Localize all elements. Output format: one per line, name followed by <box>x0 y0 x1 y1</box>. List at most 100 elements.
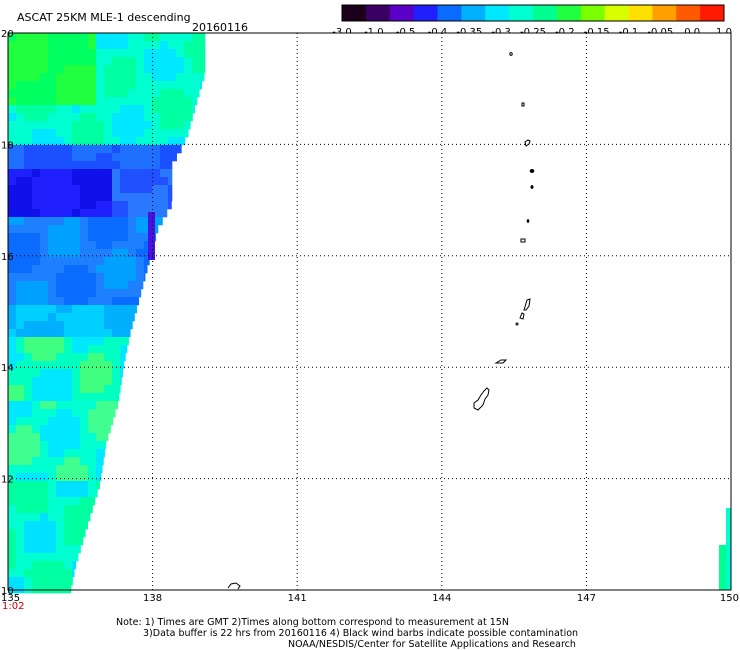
swath-cell <box>104 97 113 106</box>
swath-cell <box>32 577 41 586</box>
swath-cell <box>40 393 49 402</box>
swath-cell <box>24 513 33 522</box>
swath-cell <box>8 201 17 210</box>
swath-cell <box>200 81 202 90</box>
swath-cell <box>32 369 41 378</box>
swath-cell <box>48 465 57 474</box>
swath-cell <box>16 585 25 594</box>
longitude-tick-label: 141 <box>288 593 307 604</box>
swath-cell <box>48 433 57 442</box>
swath-cell <box>168 161 173 170</box>
swath-cell <box>160 145 169 154</box>
swath-cell <box>56 353 65 362</box>
swath-cell <box>32 417 41 426</box>
swath-cell <box>192 49 201 58</box>
swath-cell <box>16 465 25 474</box>
swath-cell <box>144 273 146 282</box>
swath-cell <box>40 401 49 410</box>
swath-cell <box>56 33 65 42</box>
swath-cell <box>96 169 105 178</box>
swath-cell <box>24 369 33 378</box>
swath-cell <box>32 73 41 82</box>
swath-cell <box>64 561 73 570</box>
swath-cell <box>56 193 65 202</box>
swath-cell <box>64 481 73 490</box>
colorbar-swatch <box>342 5 367 21</box>
swath-cell <box>48 505 57 514</box>
swath-cell <box>56 513 65 522</box>
swath-cell <box>24 497 33 506</box>
swath-cell <box>72 89 81 98</box>
swath-cell <box>48 409 57 418</box>
swath-cell <box>8 241 17 250</box>
swath-cell <box>176 145 182 154</box>
swath-cell <box>104 393 113 402</box>
swath-cell <box>80 513 89 522</box>
swath-cell <box>120 281 129 290</box>
colorbar-swatch <box>604 5 629 21</box>
swath-cell <box>8 89 17 98</box>
swath-cell <box>48 449 57 458</box>
colorbar-swatch <box>437 5 462 21</box>
swath-cell <box>72 329 81 338</box>
swath-cell <box>136 265 145 274</box>
swath-cell <box>144 265 148 274</box>
swath-cell <box>16 273 25 282</box>
island-asuncion <box>524 139 531 147</box>
latitude-tick-label: 18 <box>1 140 14 151</box>
swath-cell <box>8 313 17 322</box>
swath-cell <box>168 57 177 66</box>
swath-cell <box>128 129 137 138</box>
swath-cell <box>96 369 105 378</box>
swath-cell <box>72 337 81 346</box>
swath-cell <box>72 305 81 314</box>
swath-cell <box>176 65 185 74</box>
swath-cell <box>80 537 84 546</box>
swath-cell <box>144 113 153 122</box>
swath-cell <box>48 273 57 282</box>
swath-cell <box>88 129 97 138</box>
swath-cell <box>32 57 41 66</box>
swath-cell <box>24 457 33 466</box>
swath-cell <box>64 161 73 170</box>
swath-cell <box>88 257 97 266</box>
swath-cell <box>136 289 142 298</box>
swath-cell <box>128 57 137 66</box>
swath-cell <box>72 433 81 442</box>
swath-cell <box>40 289 49 298</box>
swath-cell <box>64 281 73 290</box>
swath-cell <box>48 49 57 58</box>
swath-cell <box>120 57 129 66</box>
longitude-tick-label: 150 <box>720 593 739 604</box>
swath-cell <box>112 233 121 242</box>
swath-cell <box>48 545 57 554</box>
swath-cell <box>184 41 193 50</box>
swath-cell <box>80 529 86 538</box>
swath-cell <box>24 577 33 586</box>
swath-cell <box>64 129 73 138</box>
swath-cell <box>8 129 17 138</box>
swath-cell <box>8 49 17 58</box>
swath-cell <box>120 353 126 362</box>
swath-cell <box>24 321 33 330</box>
swath-cell <box>176 33 185 42</box>
swath-cell <box>24 193 33 202</box>
swath-cell <box>104 353 113 362</box>
swath-cell <box>200 65 206 74</box>
swath-cell <box>16 289 25 298</box>
swath-cell <box>128 49 137 58</box>
swath-cell <box>40 465 49 474</box>
swath-cell <box>144 257 150 266</box>
swath-cell <box>152 153 161 162</box>
swath-cell <box>96 321 105 330</box>
swath-cell <box>48 129 57 138</box>
swath-cell <box>88 497 96 506</box>
swath-cell <box>120 385 121 394</box>
swath-cell <box>64 553 73 562</box>
swath-cell <box>64 321 73 330</box>
swath-cell <box>96 289 105 298</box>
swath-cell <box>8 457 17 466</box>
swath-cell <box>8 185 17 194</box>
swath-cell <box>24 505 33 514</box>
swath-cell <box>120 233 129 242</box>
